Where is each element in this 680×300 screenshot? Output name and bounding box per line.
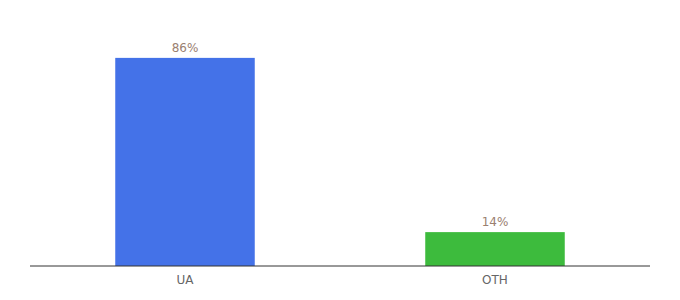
x-tick-label: UA <box>177 273 195 287</box>
bars <box>115 58 565 266</box>
chart-container: UA OTH 86% 14% <box>0 0 680 300</box>
x-axis <box>30 266 650 267</box>
bar <box>425 232 565 266</box>
data-label: 14% <box>482 215 509 229</box>
x-tick-label: OTH <box>482 273 508 287</box>
data-label: 86% <box>172 41 199 55</box>
chart: UA OTH 86% 14% <box>0 0 680 300</box>
bar <box>115 58 255 266</box>
